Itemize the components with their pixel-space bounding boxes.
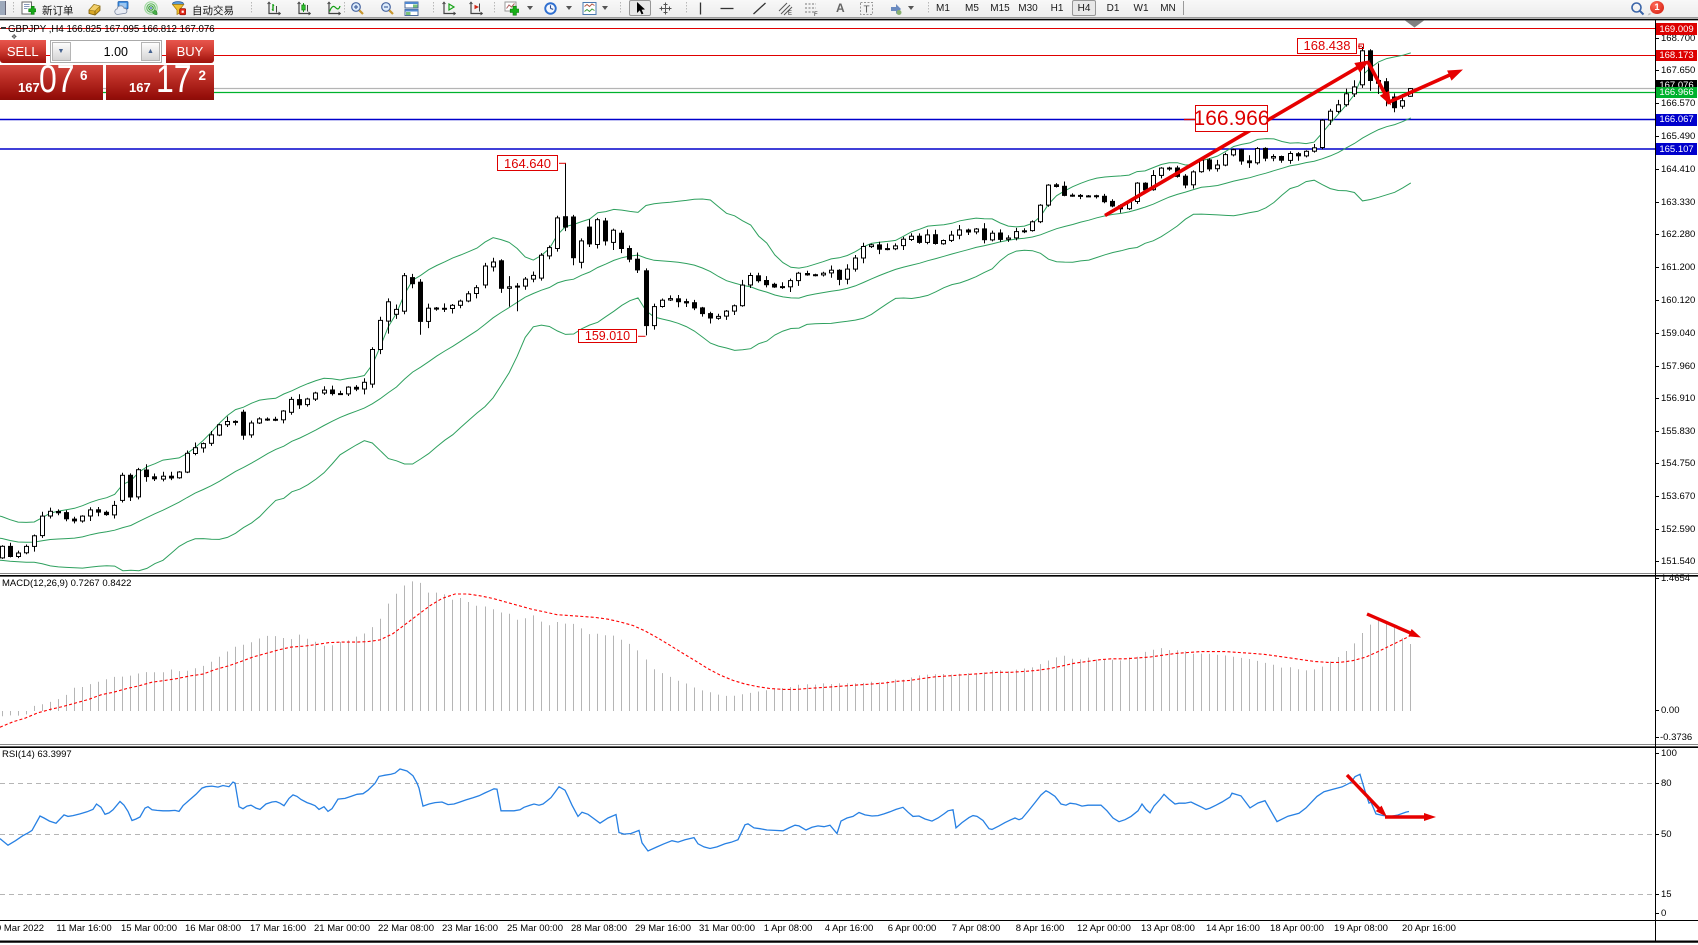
svg-text:E: E	[788, 11, 792, 16]
svg-text:T: T	[864, 5, 870, 16]
svg-text:F: F	[814, 12, 818, 16]
